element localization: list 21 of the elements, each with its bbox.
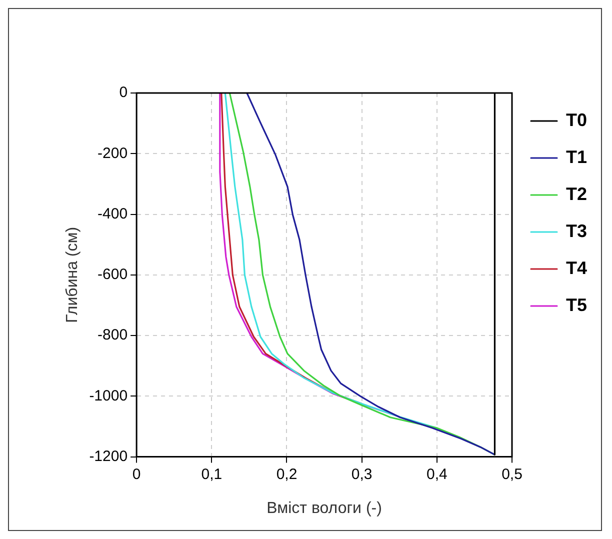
- x-tick-label: 0,3: [351, 466, 372, 483]
- x-tick-label: 0,2: [276, 466, 298, 483]
- x-axis-title: Вміст вологи (-): [266, 500, 382, 517]
- legend-label: T1: [566, 146, 588, 167]
- legend-label: T2: [566, 184, 588, 204]
- legend-label: T0: [566, 110, 588, 130]
- legend-label: T4: [566, 258, 588, 278]
- y-axis-title: Глибина (см): [64, 226, 82, 323]
- x-tick-label: 0: [132, 466, 141, 483]
- y-tick-label: -1200: [89, 448, 128, 465]
- y-tick-label: -800: [98, 326, 128, 344]
- y-tick-label: -200: [98, 144, 128, 162]
- y-tick-label: 0: [119, 84, 128, 102]
- y-tick-label: -600: [98, 266, 128, 284]
- legend-label: T5: [566, 294, 588, 315]
- x-tick-label: 0,1: [201, 466, 222, 483]
- legend-label: T3: [566, 220, 588, 241]
- y-tick-label: -400: [98, 205, 128, 222]
- x-tick-label: 0,4: [426, 466, 448, 483]
- x-tick-label: 0,5: [502, 466, 522, 483]
- y-tick-label: -1000: [89, 387, 128, 404]
